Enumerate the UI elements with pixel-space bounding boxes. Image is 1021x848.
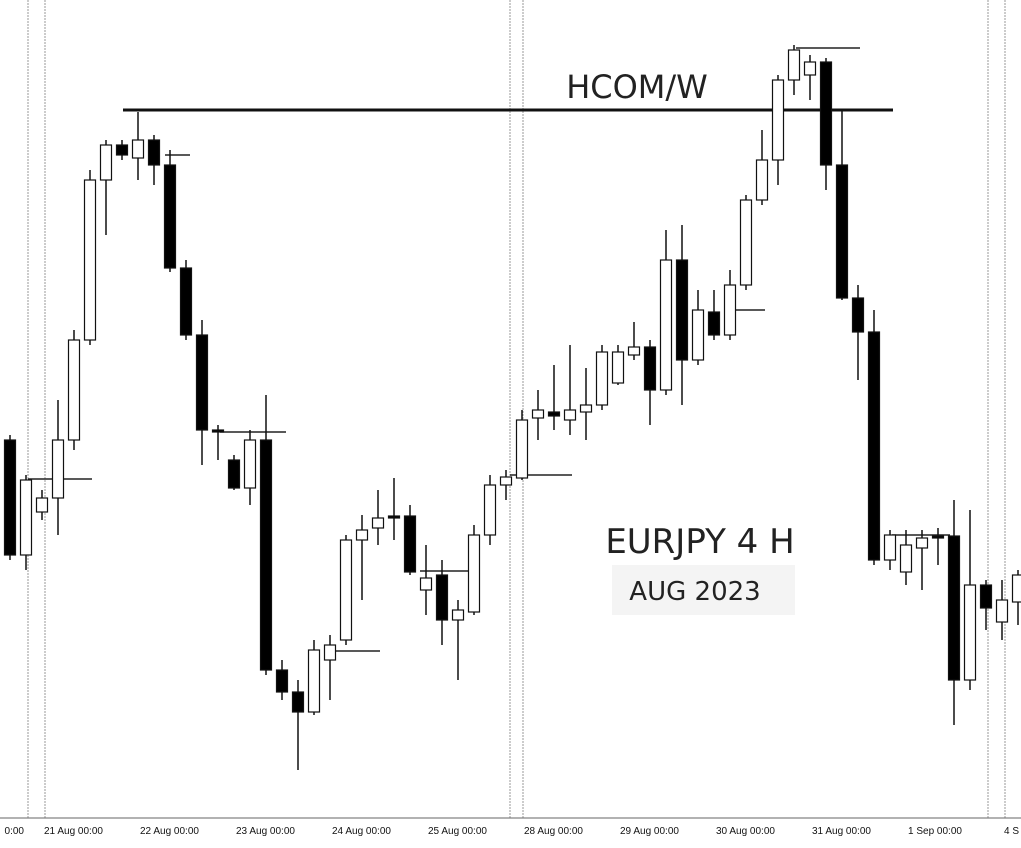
candle-body (243, 439, 257, 489)
candle-body (595, 351, 609, 406)
x-tick-label: 4 S (1004, 826, 1019, 837)
candle-body (707, 311, 721, 336)
candle-body (851, 297, 865, 333)
candle-body (515, 419, 529, 479)
candle-body (115, 144, 129, 156)
day-separators (27, 0, 1006, 818)
candle-body (99, 144, 113, 181)
candle-body (483, 484, 497, 536)
candle-body (867, 331, 881, 561)
annotation: HCOM/W (566, 68, 708, 106)
candle-body (803, 61, 817, 76)
candle-body (963, 584, 977, 681)
candle-body (755, 159, 769, 201)
candle-body (131, 139, 145, 159)
candle-body (979, 584, 993, 609)
x-labels: 0:00 21 Aug 00:00 22 Aug 00:00 23 Aug 00:00… (5, 826, 1020, 837)
candle-body (883, 534, 897, 561)
candle-body (51, 439, 65, 499)
candle-body (67, 339, 81, 441)
candle-body (275, 669, 289, 693)
candle-body (467, 534, 481, 613)
candle-body (947, 535, 961, 681)
candle-body (771, 79, 785, 161)
candle-body (211, 429, 225, 433)
chart-title: EURJPY 4 H (605, 522, 794, 562)
candle-body (563, 409, 577, 421)
candle-body (291, 691, 305, 713)
x-tick-label: 28 Aug 00:00 (524, 826, 583, 837)
candle-body (435, 574, 449, 621)
candle-body (995, 599, 1009, 623)
x-tick-label: 0:00 (5, 826, 25, 837)
candle-body (787, 49, 801, 81)
x-tick-label: 30 Aug 00:00 (716, 826, 775, 837)
candle-body (371, 517, 385, 529)
x-tick-label: 23 Aug 00:00 (236, 826, 295, 837)
candle-body (227, 459, 241, 489)
x-tick-label: 31 Aug 00:00 (812, 826, 871, 837)
candle-body (531, 409, 545, 419)
candle-body (915, 537, 929, 549)
candle-body (547, 411, 561, 417)
candle-body (643, 346, 657, 391)
candle-body (179, 267, 193, 336)
candle-body (195, 334, 209, 431)
candle-body (3, 439, 17, 556)
candle-body (83, 179, 97, 341)
label-box (612, 565, 795, 615)
x-tick-label: 1 Sep 00:00 (908, 826, 962, 837)
x-tick-label: 25 Aug 00:00 (428, 826, 487, 837)
candle-body (499, 476, 513, 486)
candle-body (323, 644, 337, 661)
chart-subtitle: AUG 2023 (629, 577, 760, 607)
candle-body (35, 497, 49, 513)
candle-body (19, 479, 33, 556)
candle-body (147, 139, 161, 166)
candle-body (659, 259, 673, 391)
x-tick-label: 29 Aug 00:00 (620, 826, 679, 837)
candle-body (931, 535, 945, 539)
candle-body (739, 199, 753, 286)
candle-body (611, 351, 625, 384)
candle-body (723, 284, 737, 336)
candle-body (691, 309, 705, 361)
candle-body (819, 61, 833, 166)
candle-body (579, 404, 593, 413)
candle-body (1011, 574, 1021, 603)
candle-body (387, 515, 401, 519)
candle-body (627, 346, 641, 356)
candle-body (675, 259, 689, 361)
candle-body (163, 164, 177, 269)
candle-body (339, 539, 353, 641)
x-tick-label: 22 Aug 00:00 (140, 826, 199, 837)
candle-body (403, 515, 417, 573)
candle-body (451, 609, 465, 621)
candle-body (355, 529, 369, 541)
candle-body (899, 544, 913, 573)
candle-body (307, 649, 321, 713)
x-tick-label: 24 Aug 00:00 (332, 826, 391, 837)
candle-body (419, 577, 433, 591)
candle-body (259, 439, 273, 671)
candle-body (835, 164, 849, 299)
x-tick-label: 21 Aug 00:00 (44, 826, 103, 837)
candles (3, 45, 1021, 770)
